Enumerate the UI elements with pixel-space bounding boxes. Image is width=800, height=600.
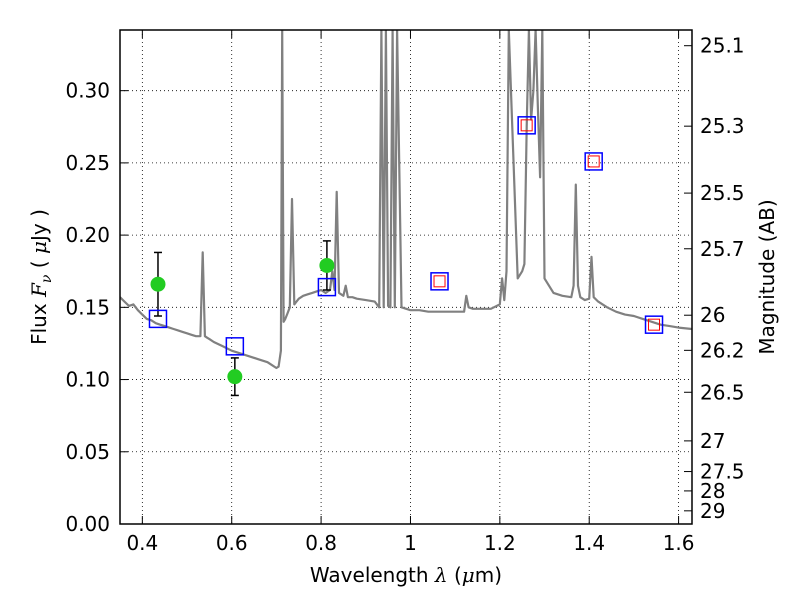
- mag-tick-label: 27.5: [700, 460, 745, 484]
- y-tick-label: 0.20: [65, 223, 110, 247]
- observed-point: [150, 276, 166, 292]
- model-point: [317, 277, 337, 297]
- mag-tick-label: 28: [700, 479, 725, 503]
- mag-tick-label: 25.7: [700, 237, 745, 261]
- x-tick-label: 0.4: [126, 531, 158, 555]
- mag-tick-label: 29: [700, 499, 725, 523]
- mag-tick-label: 27: [700, 429, 725, 453]
- model-point: [148, 309, 168, 329]
- model-point: [225, 337, 245, 356]
- y-tick-label: 0.10: [65, 368, 110, 392]
- x-tick-label: 1: [404, 531, 417, 555]
- y-tick-label: 0.15: [65, 295, 110, 319]
- model-point: [584, 152, 603, 171]
- mag-tick-label: 26.2: [700, 338, 745, 362]
- model-point: [517, 116, 536, 135]
- x-tick-label: 0.8: [305, 531, 337, 555]
- mag-tick-label: 25.1: [700, 34, 745, 58]
- model-point-inner: [587, 155, 600, 168]
- spectrum-line: [120, 30, 692, 370]
- x-tick-label: 1.2: [484, 531, 516, 555]
- ticks: 0.4 0.6 0.8 1 1.2 1.4 1.6 0.00 0.05 0.10 0.15 0.20 0…: [65, 30, 745, 555]
- observed-point: [319, 257, 335, 273]
- observed-point: [227, 369, 243, 385]
- plot-background: [120, 30, 692, 524]
- mag-tick-label: 25.3: [700, 114, 745, 138]
- x-tick-label: 1.4: [573, 531, 605, 555]
- plot-frame: [119, 29, 693, 525]
- model-point-inner: [520, 119, 533, 132]
- model-point-inner: [648, 318, 661, 331]
- y-tick-label: 0.25: [65, 151, 110, 175]
- grid: [120, 30, 692, 524]
- y2-axis-label: Magnitude (AB): [755, 199, 779, 354]
- model-point: [430, 272, 449, 291]
- y-tick-label: 0.00: [65, 512, 110, 536]
- x-tick-label: 0.6: [216, 531, 248, 555]
- mag-tick-label: 26: [700, 303, 725, 327]
- y-tick-label: 0.05: [65, 440, 110, 464]
- model-point: [644, 315, 664, 334]
- y-axis-label: Flux Fν ( μJy ): [27, 209, 55, 345]
- series-group: [120, 30, 692, 397]
- mag-tick-label: 25.5: [700, 181, 745, 205]
- x-tick-label: 1.6: [663, 531, 695, 555]
- y-tick-label: 0.30: [65, 79, 110, 103]
- model-point-inner: [433, 275, 446, 288]
- mag-tick-label: 26.5: [700, 380, 745, 404]
- x-axis-label: Wavelength λ (μm): [310, 563, 502, 587]
- data-layer: [120, 30, 692, 397]
